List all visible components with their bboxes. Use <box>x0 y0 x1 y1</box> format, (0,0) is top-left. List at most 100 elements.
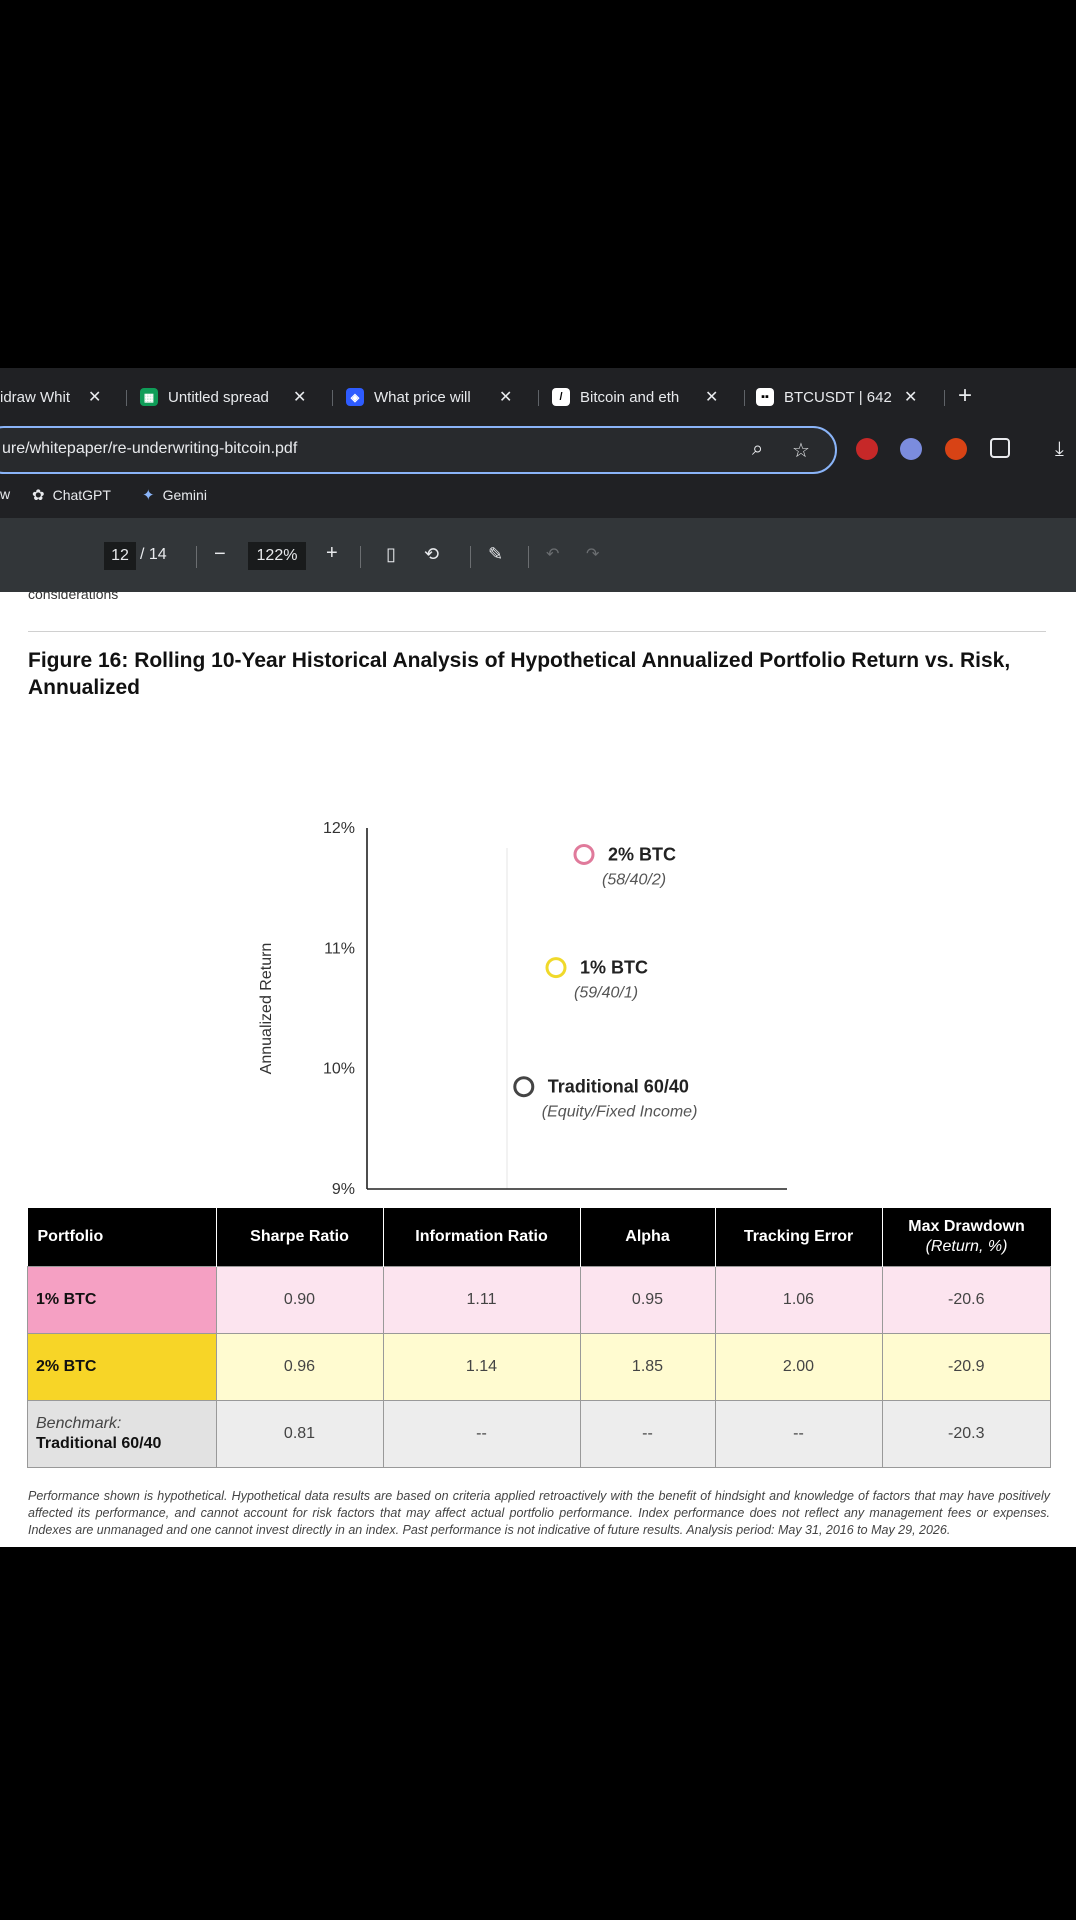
bookmarks-bar: w ✿ ChatGPT ✦ Gemini <box>0 480 1076 510</box>
bookmark-gemini[interactable]: ✦ Gemini <box>142 486 207 504</box>
tab-divider <box>944 390 945 406</box>
extension-icon[interactable] <box>900 438 922 460</box>
zoom-out-button[interactable]: − <box>214 543 226 565</box>
article-icon: / <box>552 388 570 406</box>
y-tick-label: 10% <box>323 1061 355 1078</box>
table-row: Benchmark: Traditional 60/40 0.81 -- -- … <box>27 1400 1051 1468</box>
tab-title: Bitcoin and eth <box>580 388 680 406</box>
redo-icon[interactable]: ↷ <box>586 546 600 563</box>
gemini-icon: ✦ <box>142 487 155 504</box>
header-portfolio: Portfolio <box>27 1208 217 1267</box>
bookmark-label: Gemini <box>162 487 207 503</box>
table-header-row: Portfolio Sharpe Ratio Information Ratio… <box>27 1208 1051 1267</box>
tab-title: What price will <box>374 388 471 406</box>
table-row: 1% BTC 0.90 1.11 0.95 1.06 -20.6 <box>27 1266 1051 1334</box>
row-label: 1% BTC <box>27 1266 217 1334</box>
undo-icon[interactable]: ↶ <box>546 546 560 563</box>
cell-tracking: -- <box>714 1400 883 1468</box>
cell-tracking: 1.06 <box>714 1266 883 1334</box>
header-max-drawdown-title: Max Drawdown <box>908 1218 1025 1235</box>
close-icon[interactable]: ✕ <box>705 389 719 406</box>
point-label: Traditional 60/40 <box>548 1077 689 1097</box>
cell-information: -- <box>382 1400 581 1468</box>
y-axis-label: Annualized Return <box>258 943 275 1075</box>
point-sublabel: (58/40/2) <box>602 871 666 888</box>
zoom-icon[interactable]: ⌕ <box>752 438 764 460</box>
cell-information: 1.14 <box>382 1333 581 1401</box>
header-max-drawdown: Max Drawdown (Return, %) <box>882 1208 1051 1267</box>
cell-drawdown: -20.3 <box>881 1400 1051 1468</box>
cell-tracking: 2.00 <box>714 1333 883 1401</box>
annotate-icon[interactable]: ✎ <box>488 544 504 564</box>
bookmark-label: w <box>0 486 11 502</box>
zoom-in-button[interactable]: + <box>326 542 338 564</box>
cell-sharpe: 0.81 <box>215 1400 384 1468</box>
bookmark-star-icon[interactable]: ☆ <box>792 440 810 462</box>
row-label-name: Traditional 60/40 <box>36 1435 162 1452</box>
cell-sharpe: 0.96 <box>215 1333 384 1401</box>
bookmark-chatgpt[interactable]: ✿ ChatGPT <box>32 486 111 504</box>
tab-polymarket[interactable]: ◈ What price will ✕ <box>346 380 512 414</box>
polymarket-icon: ◈ <box>346 388 364 406</box>
data-point <box>545 957 567 979</box>
fit-page-icon[interactable]: ▯ <box>386 544 396 564</box>
tab-spreadsheet[interactable]: ▦ Untitled spread ✕ <box>140 380 306 414</box>
bookmark-label: ChatGPT <box>52 487 111 503</box>
cell-alpha: 0.95 <box>579 1266 716 1334</box>
y-tick-label: 11% <box>324 940 355 957</box>
cell-sharpe: 0.90 <box>215 1266 384 1334</box>
header-tracking: Tracking Error <box>715 1208 883 1267</box>
tab-title: BTCUSDT | 642 <box>784 388 892 406</box>
y-tick-label: 12% <box>323 820 355 837</box>
address-bar[interactable]: ure/whitepaper/re-underwriting-bitcoin.p… <box>0 426 837 474</box>
cell-alpha: 1.85 <box>579 1333 716 1401</box>
table-row: 2% BTC 0.96 1.14 1.85 2.00 -20.9 <box>27 1333 1051 1401</box>
zoom-level-input[interactable]: 122% <box>248 542 306 570</box>
tab-title: Untitled spread <box>168 388 269 406</box>
bookmark-item[interactable]: w <box>0 486 10 502</box>
tab-btcusdt[interactable]: ▪▪ BTCUSDT | 642 ✕ <box>756 380 917 414</box>
header-alpha: Alpha <box>580 1208 716 1267</box>
extension-icon[interactable] <box>945 438 967 460</box>
point-sublabel: (59/40/1) <box>574 985 638 1002</box>
data-point <box>513 1076 535 1098</box>
disclaimer-text: Performance shown is hypothetical. Hypot… <box>28 1489 1050 1537</box>
new-tab-button[interactable]: + <box>958 382 973 409</box>
page-total: / 14 <box>140 546 167 563</box>
close-icon[interactable]: ✕ <box>499 389 513 406</box>
extensions-puzzle-icon[interactable] <box>990 438 1010 458</box>
tab-idraw[interactable]: idraw Whit ✕ <box>0 380 101 414</box>
tab-bitcoin-article[interactable]: / Bitcoin and eth ✕ <box>552 380 718 414</box>
pdf-page: considerations Figure 16: Rolling 10-Yea… <box>0 592 1076 1547</box>
metrics-table: Portfolio Sharpe Ratio Information Ratio… <box>27 1208 1051 1468</box>
tab-title: idraw Whit <box>0 388 71 406</box>
point-label: 2% BTC <box>608 844 676 864</box>
row-label-prefix: Benchmark: <box>36 1415 122 1432</box>
cell-drawdown: -20.9 <box>881 1333 1051 1401</box>
browser-window: idraw Whit ✕ ▦ Untitled spread ✕ ◈ What … <box>0 368 1076 592</box>
close-icon[interactable]: ✕ <box>904 389 918 406</box>
download-icon[interactable]: ⤓ <box>1055 438 1064 460</box>
extension-icon[interactable] <box>856 438 878 460</box>
close-icon[interactable]: ✕ <box>293 389 307 406</box>
row-label: Benchmark: Traditional 60/40 <box>27 1400 217 1468</box>
tradingview-icon: ▪▪ <box>756 388 774 406</box>
header-information: Information Ratio <box>383 1208 581 1267</box>
pdf-toolbar: 12 / 14 − 122% + ▯ ⟲ ✎ ↶ ↷ <box>0 518 1076 592</box>
toolbar-divider <box>196 546 197 568</box>
tab-divider <box>744 390 745 406</box>
close-icon[interactable]: ✕ <box>88 389 102 406</box>
tab-divider <box>332 390 333 406</box>
toolbar-divider <box>470 546 471 568</box>
rotate-icon[interactable]: ⟲ <box>424 544 440 564</box>
header-sharpe: Sharpe Ratio <box>216 1208 384 1267</box>
cell-drawdown: -20.6 <box>881 1266 1051 1334</box>
tab-divider <box>538 390 539 406</box>
header-max-drawdown-sub: (Return, %) <box>925 1238 1008 1255</box>
sheets-icon: ▦ <box>140 388 158 406</box>
url-text[interactable]: ure/whitepaper/re-underwriting-bitcoin.p… <box>2 440 298 457</box>
cut-off-text: considerations <box>28 592 119 600</box>
scatter-chart: 9%10%11%12%9%10%11%12%Annualized Standar… <box>258 820 803 1257</box>
data-point <box>573 843 595 865</box>
page-number-input[interactable]: 12 <box>104 542 136 570</box>
